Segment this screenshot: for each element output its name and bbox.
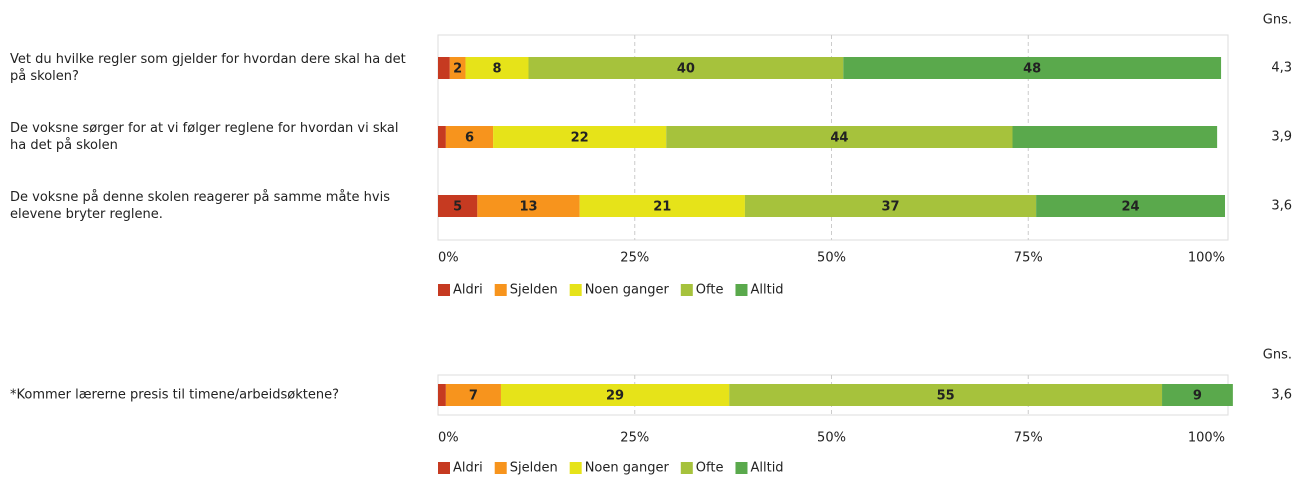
mean-value: 4,3 (1271, 61, 1292, 76)
data-label: 40 (677, 62, 695, 77)
data-label: 8 (493, 62, 502, 77)
bar-segment (729, 384, 1163, 406)
legend-label: Ofte (696, 283, 724, 298)
x-tick-label: 25% (620, 251, 649, 266)
legend-swatch (438, 462, 450, 474)
data-label: 29 (606, 389, 624, 404)
legend-label: Aldri (453, 283, 483, 298)
legend-swatch (569, 462, 582, 474)
x-tick-label: 100% (1188, 251, 1225, 266)
data-label: 37 (881, 200, 899, 215)
data-label: 24 (1122, 200, 1140, 215)
data-label: 5 (453, 200, 462, 215)
legend-label: Ofte (696, 461, 724, 476)
data-label: 6 (465, 131, 474, 146)
legend-swatch (735, 284, 748, 296)
legend-label: Noen ganger (585, 461, 670, 476)
legend-swatch (680, 462, 693, 474)
bar-segment (528, 57, 844, 79)
x-tick-label: 0% (438, 251, 459, 266)
data-label: 2 (453, 62, 462, 77)
mean-value: 3,9 (1271, 130, 1292, 145)
bar-segment (445, 384, 501, 406)
bar-segment (744, 195, 1037, 217)
legend-label: Alltid (750, 283, 783, 298)
data-label: 55 (937, 389, 955, 404)
mean-value: 3,6 (1271, 199, 1292, 214)
category-label: *Kommer lærerne presis til timene/arbeid… (10, 387, 340, 403)
legend-label: Sjelden (510, 283, 558, 298)
mean-value: 3,6 (1271, 388, 1292, 403)
bar-segment (438, 384, 446, 406)
x-tick-label: 0% (438, 431, 459, 446)
legend-label: Aldri (453, 461, 483, 476)
data-label: 44 (830, 131, 848, 146)
data-label: 7 (469, 389, 478, 404)
x-tick-label: 100% (1188, 431, 1225, 446)
bar-segment (579, 195, 745, 217)
x-tick-label: 75% (1014, 431, 1043, 446)
bar-segment (438, 195, 478, 217)
bar-segment (445, 126, 494, 148)
bar-segment (465, 57, 529, 79)
x-tick-label: 50% (817, 431, 846, 446)
legend-swatch (494, 462, 507, 474)
mean-header: Gns. (1263, 13, 1292, 28)
mean-header: Gns. (1263, 348, 1292, 363)
legend-swatch (494, 284, 507, 296)
bar-segment (477, 195, 580, 217)
category-label: De voksne på denne skolen reagerer på sa… (10, 190, 390, 222)
legend-swatch (680, 284, 693, 296)
bar-segment (449, 57, 466, 79)
category-label: De voksne sørger for at vi følger reglen… (10, 121, 399, 153)
bar-segment (500, 384, 730, 406)
data-label: 22 (571, 131, 589, 146)
legend-label: Noen ganger (585, 283, 670, 298)
x-tick-label: 25% (620, 431, 649, 446)
bar-segment (438, 57, 450, 79)
data-label: 48 (1023, 62, 1041, 77)
bar-segment (1012, 126, 1218, 148)
legend-swatch (735, 462, 748, 474)
data-label: 13 (519, 200, 537, 215)
x-tick-label: 50% (817, 251, 846, 266)
bar-segment (1162, 384, 1233, 406)
legend-swatch (438, 284, 450, 296)
category-label: Vet du hvilke regler som gjelder for hvo… (10, 52, 406, 84)
bar-segment (1036, 195, 1225, 217)
bar-segment (493, 126, 667, 148)
legend-swatch (569, 284, 582, 296)
bar-segment (843, 57, 1222, 79)
legend-label: Alltid (750, 461, 783, 476)
bar-segment (438, 126, 446, 148)
legend-label: Sjelden (510, 461, 558, 476)
data-label: 9 (1193, 389, 1202, 404)
x-tick-label: 75% (1014, 251, 1043, 266)
bar-segment (666, 126, 1013, 148)
data-label: 21 (653, 200, 671, 215)
